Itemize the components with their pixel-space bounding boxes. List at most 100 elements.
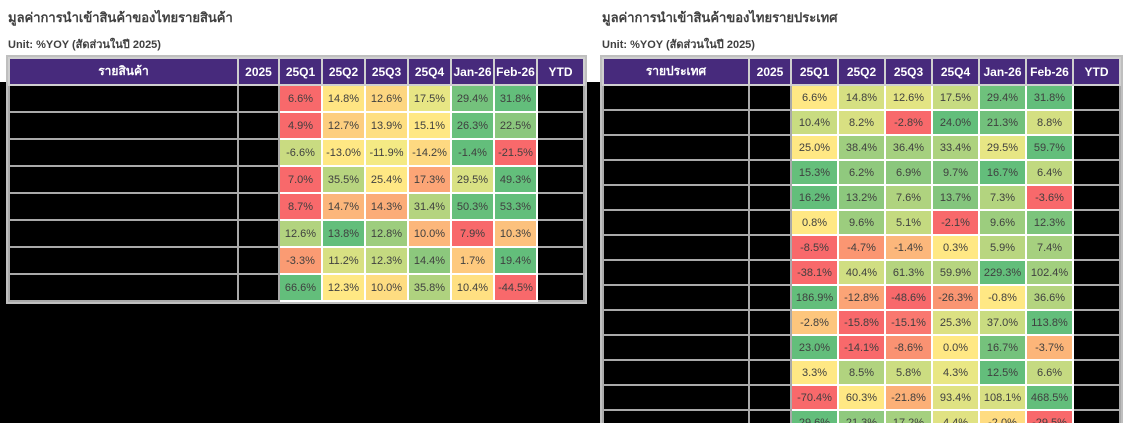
value-cell: 37.0% — [978, 309, 1027, 336]
redacted-2025-cell — [237, 165, 280, 194]
value-cell: -2.8% — [884, 109, 933, 136]
value-cell: 17.3% — [407, 165, 452, 194]
value-cell: 12.6% — [884, 84, 933, 111]
column-header: Jan-26 — [450, 57, 495, 86]
column-header: 25Q1 — [790, 57, 839, 86]
redacted-2025-cell — [748, 384, 792, 411]
redacted-row-label-cell — [602, 409, 750, 423]
value-cell: -15.1% — [884, 309, 933, 336]
column-header: Feb-26 — [493, 57, 538, 86]
value-cell: 10.0% — [364, 273, 409, 302]
redacted-2025-cell — [237, 111, 280, 140]
value-cell: 10.4% — [790, 109, 839, 136]
redacted-row-label-cell — [602, 234, 750, 261]
value-cell: 1.7% — [450, 246, 495, 275]
value-cell: -13.0% — [321, 138, 366, 167]
value-cell: 5.9% — [978, 234, 1027, 261]
value-cell: 53.3% — [493, 192, 538, 221]
column-header: 25Q4 — [407, 57, 452, 86]
value-cell: -48.6% — [884, 284, 933, 311]
redacted-2025-cell — [237, 273, 280, 302]
right-table-title: มูลค่าการนำเข้าสินค้าของไทยรายประเทศ — [602, 10, 838, 25]
redacted-ytd-cell — [1072, 384, 1121, 411]
right-table-unit-label: Unit: %YOY (สัดส่วนในปี 2025) — [602, 39, 755, 51]
redacted-2025-cell — [748, 159, 792, 186]
redacted-ytd-cell — [1072, 334, 1121, 361]
value-cell: 4.3% — [931, 359, 980, 386]
imports-by-product-table: รายสินค้า 2025 25Q1 25Q2 25Q3 25Q4 Jan-26 Feb-2… — [8, 57, 585, 302]
column-header: YTD — [1072, 57, 1121, 86]
value-cell: 25.4% — [364, 165, 409, 194]
value-cell: 6.4% — [1025, 159, 1074, 186]
table-row: 16.2% 13.2% 7.6% 13.7% 7.3% -3.6% — [602, 184, 1121, 211]
column-header: รายสินค้า — [8, 57, 239, 86]
value-cell: 29.4% — [450, 84, 495, 113]
value-cell: 14.8% — [321, 84, 366, 113]
table-row: -2.8% -15.8% -15.1% 25.3% 37.0% 113.8% — [602, 309, 1121, 336]
table-row: 29.6% 21.3% 17.2% 4.4% -2.0% -29.5% — [602, 409, 1121, 423]
redacted-2025-cell — [748, 84, 792, 111]
value-cell: 0.3% — [931, 234, 980, 261]
value-cell: 5.8% — [884, 359, 933, 386]
redacted-ytd-cell — [536, 246, 585, 275]
table-row: 66.6% 12.3% 10.0% 35.8% 10.4% -44.5% — [8, 273, 585, 302]
value-cell: 12.7% — [321, 111, 366, 140]
table-row: -70.4% 60.3% -21.8% 93.4% 108.1% 468.5% — [602, 384, 1121, 411]
left-table-title: มูลค่าการนำเข้าสินค้าของไทยรายสินค้า — [8, 10, 233, 25]
redacted-row-label-cell — [8, 246, 239, 275]
redacted-ytd-cell — [1072, 109, 1121, 136]
value-cell: 16.2% — [790, 184, 839, 211]
value-cell: -21.5% — [493, 138, 538, 167]
value-cell: 16.7% — [978, 334, 1027, 361]
imports-by-country-table: รายประเทศ 2025 25Q1 25Q2 25Q3 25Q4 Jan-26 Feb-2… — [602, 57, 1121, 423]
value-cell: 50.3% — [450, 192, 495, 221]
value-cell: -15.8% — [837, 309, 886, 336]
column-header: YTD — [536, 57, 585, 86]
redacted-row-label-cell — [8, 84, 239, 113]
table-row: -6.6% -13.0% -11.9% -14.2% -1.4% -21.5% — [8, 138, 585, 167]
redacted-ytd-cell — [1072, 309, 1121, 336]
redacted-ytd-cell — [1072, 134, 1121, 161]
value-cell: 12.3% — [364, 246, 409, 275]
column-header: 25Q2 — [321, 57, 366, 86]
value-cell: 7.3% — [978, 184, 1027, 211]
table-row: 3.3% 8.5% 5.8% 4.3% 12.5% 6.6% — [602, 359, 1121, 386]
value-cell: 36.4% — [884, 134, 933, 161]
redacted-2025-cell — [237, 138, 280, 167]
column-header: รายประเทศ — [602, 57, 750, 86]
redacted-ytd-cell — [1072, 234, 1121, 261]
redacted-row-label-cell — [602, 309, 750, 336]
value-cell: 15.1% — [407, 111, 452, 140]
value-cell: 36.6% — [1025, 284, 1074, 311]
value-cell: 24.0% — [931, 109, 980, 136]
value-cell: 12.8% — [364, 219, 409, 248]
column-header: 25Q4 — [931, 57, 980, 86]
value-cell: -1.4% — [884, 234, 933, 261]
redacted-row-label-cell — [602, 159, 750, 186]
value-cell: 40.4% — [837, 259, 886, 286]
redacted-2025-cell — [748, 184, 792, 211]
redacted-2025-cell — [237, 192, 280, 221]
redacted-row-label-cell — [8, 219, 239, 248]
value-cell: 16.7% — [978, 159, 1027, 186]
redacted-row-label-cell — [602, 184, 750, 211]
value-cell: 12.3% — [321, 273, 366, 302]
value-cell: -21.8% — [884, 384, 933, 411]
value-cell: -14.1% — [837, 334, 886, 361]
column-header: 25Q1 — [278, 57, 323, 86]
redacted-ytd-cell — [1072, 409, 1121, 423]
table-row: 7.0% 35.5% 25.4% 17.3% 29.5% 49.3% — [8, 165, 585, 194]
redacted-2025-cell — [237, 219, 280, 248]
value-cell: 12.6% — [364, 84, 409, 113]
value-cell: 21.3% — [978, 109, 1027, 136]
value-cell: -2.1% — [931, 209, 980, 236]
value-cell: 38.4% — [837, 134, 886, 161]
table-header-row: รายสินค้า 2025 25Q1 25Q2 25Q3 25Q4 Jan-26 Feb-2… — [8, 57, 585, 86]
value-cell: 8.8% — [1025, 109, 1074, 136]
table-row: 23.0% -14.1% -8.6% 0.0% 16.7% -3.7% — [602, 334, 1121, 361]
value-cell: 7.6% — [884, 184, 933, 211]
redacted-row-label-cell — [602, 334, 750, 361]
redacted-2025-cell — [237, 246, 280, 275]
value-cell: 12.3% — [1025, 209, 1074, 236]
